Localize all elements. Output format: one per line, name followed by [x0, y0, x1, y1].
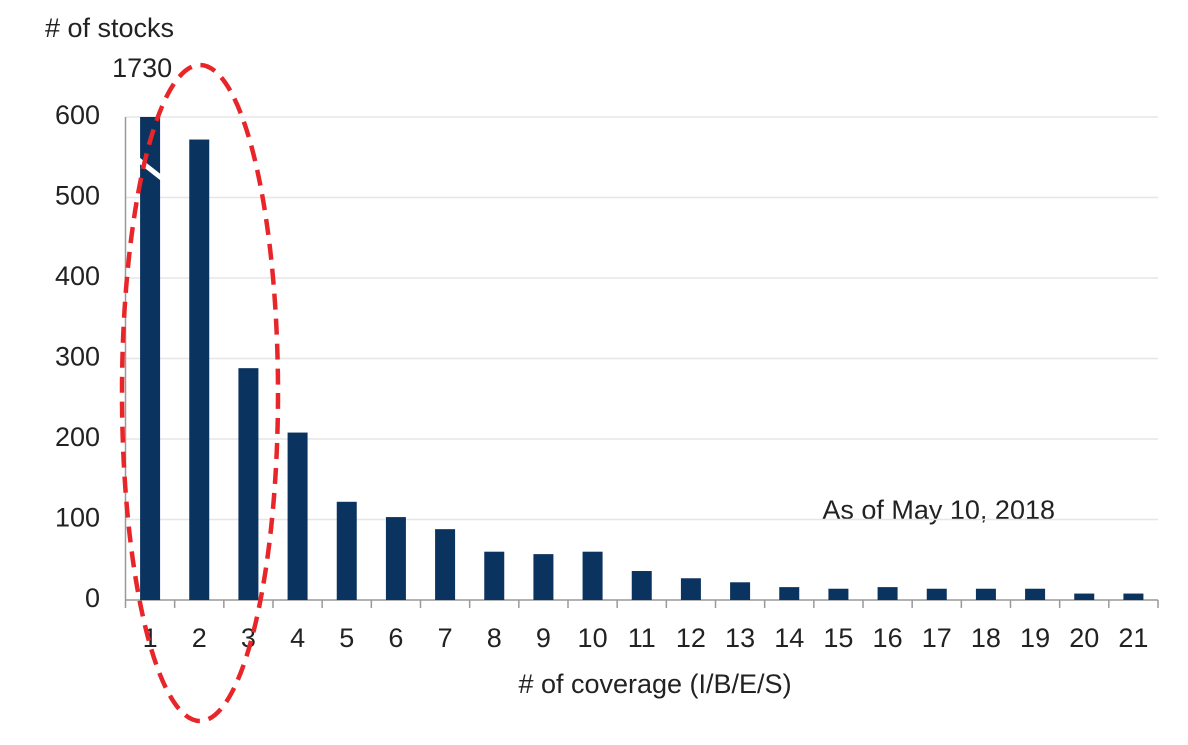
- x-tick-label: 5: [339, 623, 354, 653]
- x-tick-label: 14: [774, 623, 804, 653]
- x-tick-label: 20: [1069, 623, 1099, 653]
- x-tick-label: 16: [873, 623, 903, 653]
- bar: [533, 554, 554, 600]
- bar: [336, 501, 357, 600]
- y-tick-label: 0: [85, 583, 100, 613]
- bar: [435, 529, 456, 600]
- y-tick-label: 100: [55, 503, 100, 533]
- bar: [140, 117, 161, 600]
- x-tick-label: 10: [578, 623, 608, 653]
- bar: [779, 587, 800, 600]
- bar: [730, 582, 751, 600]
- bar: [582, 551, 603, 600]
- x-tick-label: 21: [1118, 623, 1148, 653]
- bar: [877, 587, 898, 600]
- bar: [238, 368, 259, 600]
- x-tick-label: 11: [628, 623, 656, 653]
- x-tick-label: 12: [676, 623, 706, 653]
- bar: [926, 588, 947, 600]
- bar: [385, 517, 406, 600]
- bar: [631, 571, 652, 600]
- bar: [287, 432, 308, 600]
- y-tick-label: 400: [55, 261, 100, 291]
- bar: [484, 551, 505, 600]
- axis-break: [134, 156, 166, 182]
- value-label: 1730: [112, 53, 172, 83]
- x-tick-label: 18: [971, 623, 1001, 653]
- highlight-ellipse: [119, 62, 281, 724]
- y-axis-label: # of stocks: [45, 13, 174, 43]
- x-tick-label: 15: [823, 623, 853, 653]
- x-tick-label: 19: [1020, 623, 1050, 653]
- x-tick-label: 6: [388, 623, 403, 653]
- annotation: As of May 10, 2018: [822, 495, 1055, 525]
- bar: [680, 578, 701, 600]
- x-tick-label: 13: [725, 623, 755, 653]
- x-tick-label: 7: [438, 623, 453, 653]
- x-axis-label: # of coverage (I/B/E/S): [518, 669, 791, 699]
- y-tick-label: 500: [55, 181, 100, 211]
- bar: [828, 588, 849, 600]
- y-tick-label: 300: [55, 342, 100, 372]
- bar: [1074, 593, 1095, 600]
- x-tick-label: 4: [290, 623, 305, 653]
- bar: [975, 588, 996, 600]
- bar: [1025, 588, 1046, 600]
- bar: [189, 139, 210, 601]
- x-tick-label: 9: [536, 623, 551, 653]
- x-tick-label: 17: [922, 623, 952, 653]
- x-tick-label: 8: [487, 623, 502, 653]
- y-tick-label: 200: [55, 422, 100, 452]
- y-tick-label: 600: [55, 100, 100, 130]
- bar: [1123, 593, 1144, 600]
- x-tick-label: 2: [192, 623, 207, 653]
